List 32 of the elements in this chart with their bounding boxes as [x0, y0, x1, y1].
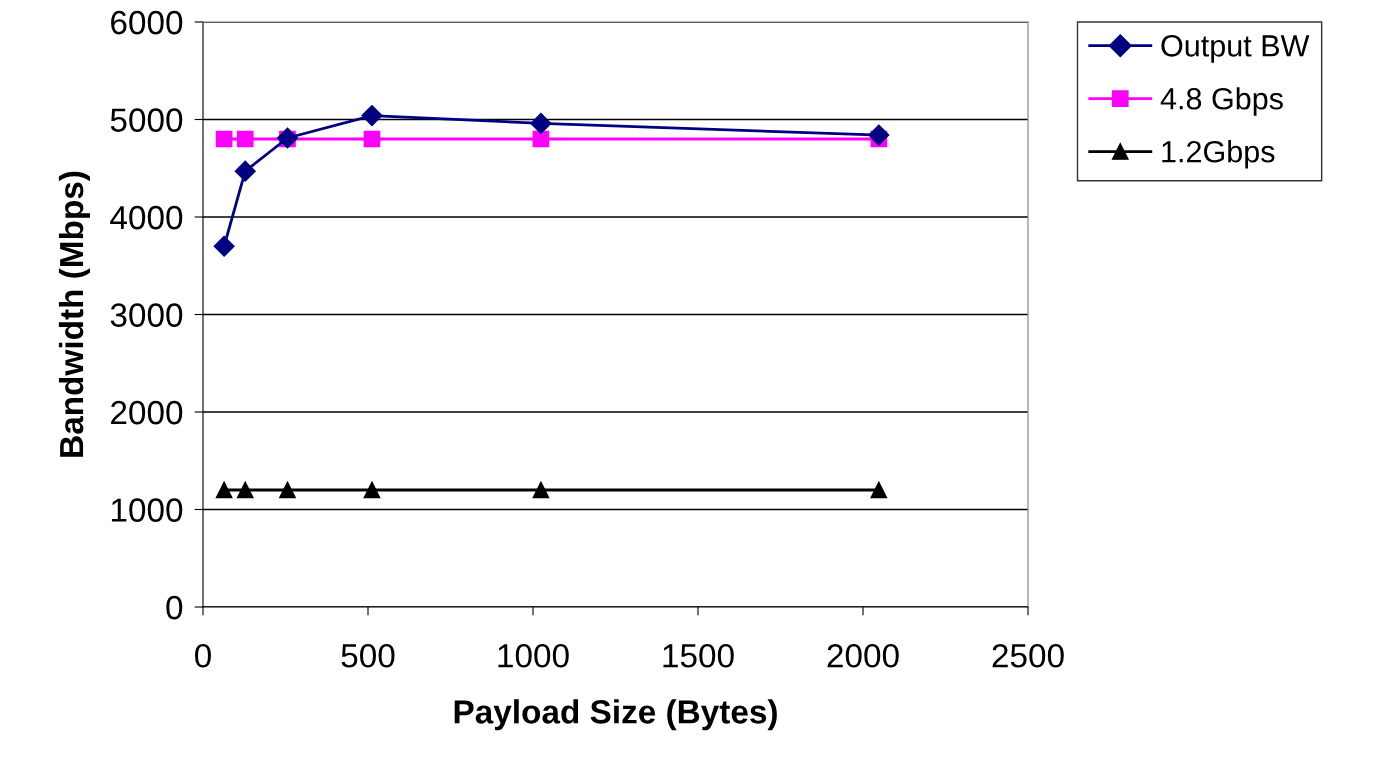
x-tick-label: 500: [341, 643, 395, 668]
y-axis-title: Bandwidth (Mbps): [58, 171, 90, 457]
point: [532, 481, 550, 499]
point: [868, 124, 890, 146]
point: [530, 112, 552, 134]
y-tick-label: 2000: [111, 400, 183, 425]
point: [234, 160, 256, 182]
x-axis-title: Payload Size (Bytes): [454, 699, 777, 731]
point: [363, 130, 381, 148]
point: [870, 481, 888, 499]
y-tick-label: 3000: [110, 303, 183, 327]
legend-label: 4.8 Gbps: [1160, 87, 1283, 116]
point: [363, 481, 381, 499]
y-tick-label: 6000: [111, 10, 183, 35]
legend-label: Output BW: [1161, 35, 1310, 63]
y-tick-label: 4000: [110, 205, 183, 230]
point: [213, 235, 235, 257]
point: [236, 130, 254, 148]
point: [361, 105, 383, 127]
legend-label: 1.2Gbps: [1162, 140, 1275, 169]
point: [236, 481, 254, 499]
y-tick-label: 5000: [110, 108, 183, 132]
point: [215, 130, 233, 148]
x-tick-label: 2500: [992, 643, 1064, 668]
x-tick-label: 1000: [498, 643, 569, 668]
y-tick-label: 1000: [111, 498, 183, 522]
x-tick-label: 1500: [663, 643, 734, 668]
point: [279, 481, 296, 499]
point: [215, 481, 233, 499]
x-tick-label: 2000: [827, 643, 899, 668]
y-tick-label: 0: [166, 595, 183, 620]
x-tick-label: 0: [195, 643, 211, 668]
